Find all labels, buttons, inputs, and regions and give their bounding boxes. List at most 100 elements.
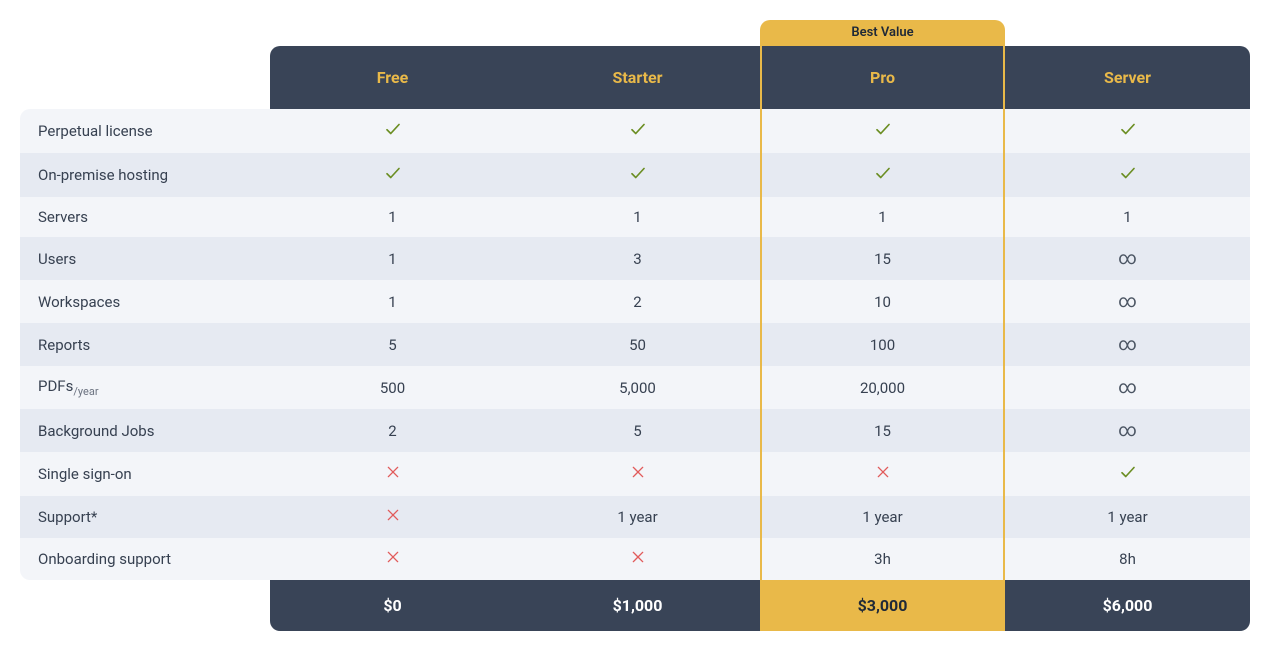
feature-label: Users bbox=[20, 237, 270, 280]
feature-label-text: Single sign-on bbox=[38, 465, 132, 483]
cell-value: 5 bbox=[633, 422, 641, 440]
feature-label: On-premise hosting bbox=[20, 153, 270, 197]
check-icon bbox=[629, 120, 647, 138]
feature-cell bbox=[270, 109, 515, 153]
feature-cell: 2 bbox=[515, 280, 760, 323]
feature-cell: 2 bbox=[270, 409, 515, 452]
plan-header-2: Pro bbox=[760, 46, 1005, 109]
feature-row: Servers1111 bbox=[20, 197, 1250, 237]
cell-value: 1 year bbox=[1107, 508, 1147, 526]
cross-icon bbox=[630, 464, 646, 480]
infinity-icon: ∞ bbox=[1118, 377, 1137, 398]
cell-value: 10 bbox=[874, 293, 891, 311]
feature-cell: ∞ bbox=[1005, 323, 1250, 366]
feature-cell bbox=[1005, 109, 1250, 153]
cross-icon bbox=[630, 549, 646, 565]
feature-row: Users1 3 15 ∞ bbox=[20, 237, 1250, 280]
feature-cell: 100 bbox=[760, 323, 1005, 366]
feature-cell: 1 bbox=[760, 197, 1005, 237]
feature-cell: 3h bbox=[760, 538, 1005, 580]
feature-label-text: Servers bbox=[38, 208, 88, 226]
check-icon bbox=[1119, 463, 1137, 481]
feature-cell: ∞ bbox=[1005, 366, 1250, 409]
check-icon bbox=[874, 164, 892, 182]
feature-cell: 500 bbox=[270, 366, 515, 409]
cell-value: 500 bbox=[380, 379, 405, 397]
plan-price-2: $3,000 bbox=[760, 580, 1005, 631]
cell-value: 5 bbox=[388, 336, 396, 354]
feature-cell bbox=[515, 452, 760, 496]
check-icon bbox=[629, 164, 647, 182]
feature-label: Support* bbox=[20, 496, 270, 538]
feature-cell: 3 bbox=[515, 237, 760, 280]
cell-value: 1 year bbox=[617, 508, 657, 526]
feature-label-text: Reports bbox=[38, 336, 90, 354]
feature-label: Single sign-on bbox=[20, 452, 270, 496]
plan-price-3: $6,000 bbox=[1005, 580, 1250, 631]
feature-cell bbox=[270, 153, 515, 197]
cell-value: 50 bbox=[629, 336, 646, 354]
price-blank bbox=[20, 580, 270, 631]
cell-value: 1 bbox=[388, 293, 396, 311]
feature-row: Perpetual license bbox=[20, 109, 1250, 153]
feature-cell bbox=[515, 109, 760, 153]
feature-cell bbox=[270, 496, 515, 538]
feature-cell: 1 bbox=[1005, 197, 1250, 237]
infinity-icon: ∞ bbox=[1118, 248, 1137, 269]
feature-cell: ∞ bbox=[1005, 409, 1250, 452]
best-value-badge: Best Value bbox=[760, 20, 1005, 46]
feature-cell bbox=[515, 538, 760, 580]
feature-label: Onboarding support bbox=[20, 538, 270, 580]
cross-icon bbox=[385, 464, 401, 480]
plan-price-0: $0 bbox=[270, 580, 515, 631]
cell-value: 1 bbox=[388, 208, 396, 226]
feature-label-text: On-premise hosting bbox=[38, 166, 168, 184]
feature-cell: 1 year bbox=[760, 496, 1005, 538]
cell-value: 1 bbox=[633, 208, 641, 226]
cell-value: 3 bbox=[633, 250, 641, 268]
feature-label: Perpetual license bbox=[20, 109, 270, 153]
feature-row: PDFs/year5005,00020,000∞ bbox=[20, 366, 1250, 409]
feature-label: PDFs/year bbox=[20, 366, 270, 409]
badge-row: Best Value bbox=[20, 20, 1250, 46]
feature-label: Background Jobs bbox=[20, 409, 270, 452]
feature-cell: 5 bbox=[270, 323, 515, 366]
feature-label: Servers bbox=[20, 197, 270, 237]
feature-label-text: Support* bbox=[38, 508, 97, 526]
feature-cell bbox=[1005, 153, 1250, 197]
feature-cell: 10 bbox=[760, 280, 1005, 323]
feature-cell: 1 year bbox=[1005, 496, 1250, 538]
plan-header-row: Free Starter Pro Server bbox=[20, 46, 1250, 109]
cell-value: 3h bbox=[874, 550, 891, 568]
feature-label-text: Workspaces bbox=[38, 293, 120, 311]
price-row: $0 $1,000 $3,000 $6,000 bbox=[20, 580, 1250, 631]
feature-label-text: Onboarding support bbox=[38, 550, 171, 568]
feature-cell: 20,000 bbox=[760, 366, 1005, 409]
badge-slot-1 bbox=[515, 20, 760, 46]
features-body: Perpetual license On-premise hosting Serve… bbox=[20, 109, 1250, 580]
plan-header-3: Server bbox=[1005, 46, 1250, 109]
feature-row: Background Jobs2 5 15 ∞ bbox=[20, 409, 1250, 452]
feature-cell: 5 bbox=[515, 409, 760, 452]
feature-cell: ∞ bbox=[1005, 280, 1250, 323]
infinity-icon: ∞ bbox=[1118, 334, 1137, 355]
cell-value: 15 bbox=[874, 250, 891, 268]
infinity-icon: ∞ bbox=[1118, 291, 1137, 312]
feature-label: Workspaces bbox=[20, 280, 270, 323]
feature-cell: 1 bbox=[270, 237, 515, 280]
feature-cell bbox=[270, 452, 515, 496]
feature-cell: 8h bbox=[1005, 538, 1250, 580]
feature-cell bbox=[760, 153, 1005, 197]
check-icon bbox=[874, 120, 892, 138]
cell-value: 8h bbox=[1119, 550, 1136, 568]
feature-cell bbox=[270, 538, 515, 580]
plan-header-1: Starter bbox=[515, 46, 760, 109]
cell-value: 100 bbox=[870, 336, 895, 354]
infinity-icon: ∞ bbox=[1118, 420, 1137, 441]
feature-cell bbox=[515, 153, 760, 197]
feature-label: Reports bbox=[20, 323, 270, 366]
cell-value: 15 bbox=[874, 422, 891, 440]
feature-row: Workspaces 1 2 10 ∞ bbox=[20, 280, 1250, 323]
feature-row: On-premise hosting bbox=[20, 153, 1250, 197]
feature-row: Single sign-on bbox=[20, 452, 1250, 496]
